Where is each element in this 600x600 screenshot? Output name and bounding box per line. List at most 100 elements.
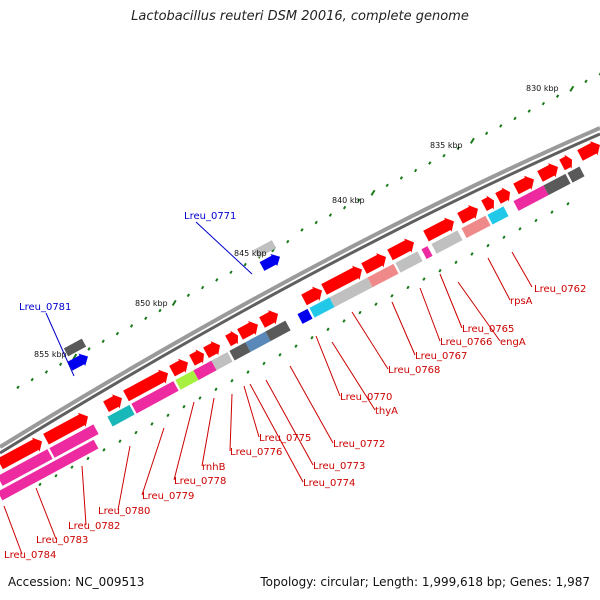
feature-block-17 xyxy=(461,215,491,239)
gene-label-rnhb: rnhB xyxy=(202,462,226,473)
marker-dark-outer-shape xyxy=(63,338,87,357)
scale-label-840: 840 kbp xyxy=(332,196,365,205)
feature-block-4 xyxy=(175,370,199,390)
cds-arrow-3-shape xyxy=(123,369,168,402)
gene-label-lreu-0778: Lreu_0778 xyxy=(174,476,226,487)
minor-tick-dot xyxy=(144,316,148,321)
scale-label-830: 830 kbp xyxy=(526,84,559,93)
inner-tick-dot xyxy=(534,218,538,223)
inner-tick-dot xyxy=(182,404,186,409)
cds-arrow-8 xyxy=(237,320,259,340)
inner-tick-dot xyxy=(358,310,362,315)
inner-tick-dot xyxy=(390,294,394,298)
minor-tick-dot xyxy=(16,385,20,390)
marker-dark-outer xyxy=(63,338,87,357)
major-tick-mark xyxy=(370,189,376,196)
inner-tick-dot xyxy=(406,285,410,290)
leader-line-1 xyxy=(487,257,511,301)
feature-block-lower-shape xyxy=(0,439,99,501)
minor-tick-dot xyxy=(44,370,49,374)
feature-block-3 xyxy=(131,381,179,414)
inner-tick-dot xyxy=(166,413,170,418)
feature-block-16-shape xyxy=(431,230,463,254)
gene-label-lreu-0783: Lreu_0783 xyxy=(36,535,88,546)
leader-line-12 xyxy=(243,385,260,438)
cds-arrow-3 xyxy=(123,369,168,402)
minor-tick-dot xyxy=(541,101,546,106)
inner-tick-dot xyxy=(502,235,506,240)
leader-line-11 xyxy=(249,383,304,483)
minor-tick-dot xyxy=(243,262,247,267)
gene-label-lreu-0765: Lreu_0765 xyxy=(462,324,514,335)
cds-arrow-14 xyxy=(423,217,455,242)
leader-line-19 xyxy=(35,487,57,540)
leader-line-10 xyxy=(265,379,314,466)
feature-block-15-shape xyxy=(421,246,433,259)
gene-label-lreu-0779: Lreu_0779 xyxy=(142,491,194,502)
feature-block-9-shape xyxy=(265,320,291,342)
gene-label-lreu-0774: Lreu_0774 xyxy=(303,478,355,489)
backbone-inner-line xyxy=(0,132,600,455)
feature-block-0 xyxy=(0,449,53,486)
feature-block-19-shape xyxy=(513,185,549,211)
feature-block-3-shape xyxy=(131,381,179,414)
cds-arrow-1-shape xyxy=(43,412,88,445)
scale-label-855: 855 kbp xyxy=(34,350,67,359)
inner-tick-dot xyxy=(374,302,378,307)
minor-tick-dot xyxy=(200,285,205,290)
cds-arrow-20 xyxy=(559,154,573,171)
gene-label-lreu-0775: Lreu_0775 xyxy=(259,433,311,444)
inner-tick-dot xyxy=(118,439,122,444)
major-tick-mark xyxy=(72,353,78,360)
inner-tick-dot xyxy=(214,387,218,392)
cds-arrow-4-shape xyxy=(169,358,189,377)
feature-block-16 xyxy=(431,230,463,254)
minor-tick-dot xyxy=(385,183,389,188)
feature-block-12-shape xyxy=(329,277,373,308)
inner-tick-dot xyxy=(246,370,250,374)
cds-arrow-14-shape xyxy=(423,217,455,242)
cds-arrow-0 xyxy=(0,437,42,470)
cds-arrow-15 xyxy=(457,205,479,224)
minor-tick-dot xyxy=(314,220,318,225)
cds-arrow-17-shape xyxy=(495,187,510,204)
cds-arrow-12-shape xyxy=(361,253,387,274)
leader-line-21 xyxy=(195,221,253,275)
cds-arrow-2-shape xyxy=(103,394,123,413)
inner-tick-dot xyxy=(102,448,106,452)
marker-lreu-0781 xyxy=(67,353,89,371)
inner-tick-dot xyxy=(310,335,314,340)
marker-lreu-0771 xyxy=(259,253,281,271)
feature-block-1-shape xyxy=(49,424,99,458)
leader-line-7 xyxy=(315,335,341,397)
cds-arrow-6-shape xyxy=(203,341,220,359)
gene-label-lreu-0766: Lreu_0766 xyxy=(440,337,492,348)
scale-label-845: 845 kbp xyxy=(234,249,267,258)
gene-label-lreu-0771: Lreu_0771 xyxy=(184,211,236,222)
cds-arrow-10-shape xyxy=(301,286,323,306)
leader-line-6 xyxy=(351,311,389,370)
feature-block-1 xyxy=(49,424,99,458)
inner-tick-dot xyxy=(470,252,474,256)
leader-line-0 xyxy=(511,251,533,288)
inner-tick-dot xyxy=(38,482,42,487)
feature-block-7 xyxy=(229,342,251,361)
inner-tick-dot xyxy=(230,378,234,383)
cds-arrow-13 xyxy=(387,238,414,261)
cds-arrow-21 xyxy=(577,141,600,161)
gene-label-lreu-0772: Lreu_0772 xyxy=(333,439,385,450)
gene-label-lreu-0767: Lreu_0767 xyxy=(415,351,467,362)
feature-block-20-shape xyxy=(543,173,571,196)
feature-block-18-shape xyxy=(487,206,509,225)
marker-lreu-0781-shape xyxy=(67,353,89,371)
feature-block-8-shape xyxy=(245,331,271,352)
cds-arrow-12 xyxy=(361,253,387,274)
scale-label-835: 835 kbp xyxy=(430,141,463,150)
feature-block-6 xyxy=(211,351,233,371)
feature-block-13-shape xyxy=(367,263,399,288)
gene-label-lreu-0773: Lreu_0773 xyxy=(313,461,365,472)
cds-arrow-9-shape xyxy=(259,310,279,328)
label-leader-lines xyxy=(3,221,533,555)
minor-tick-dot xyxy=(186,293,191,298)
minor-tick-dot xyxy=(584,79,588,84)
